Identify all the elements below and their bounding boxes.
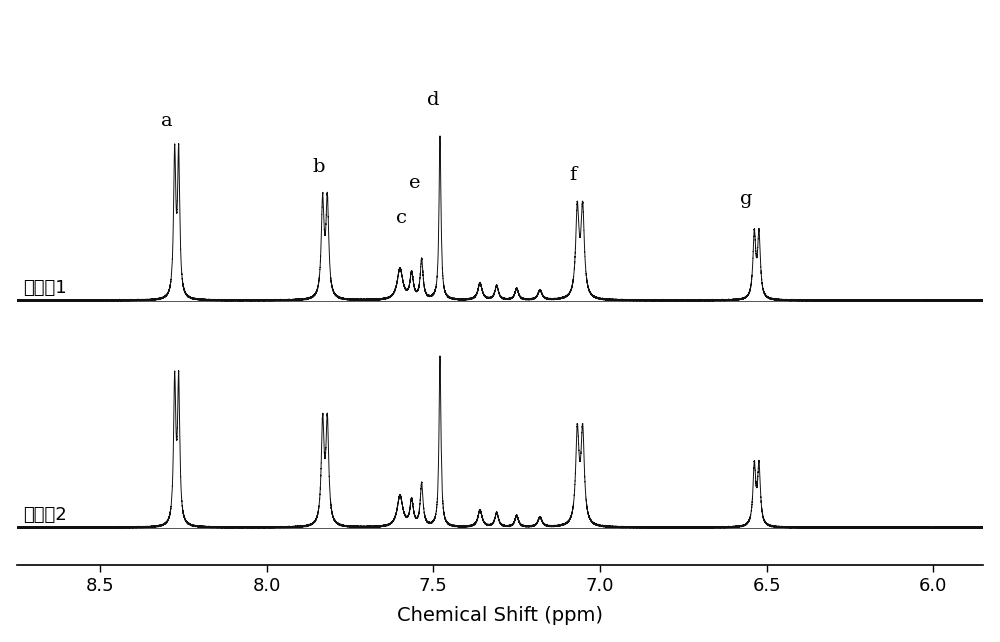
- Text: b: b: [312, 158, 325, 176]
- Text: f: f: [570, 166, 577, 184]
- Text: c: c: [396, 209, 407, 227]
- Text: a: a: [161, 112, 172, 130]
- Text: e: e: [409, 174, 421, 192]
- Text: g: g: [740, 190, 753, 208]
- X-axis label: Chemical Shift (ppm): Chemical Shift (ppm): [397, 606, 603, 625]
- Text: d: d: [427, 91, 440, 109]
- Text: 实施例2: 实施例2: [23, 506, 67, 524]
- Text: 实施例1: 实施例1: [23, 279, 67, 297]
